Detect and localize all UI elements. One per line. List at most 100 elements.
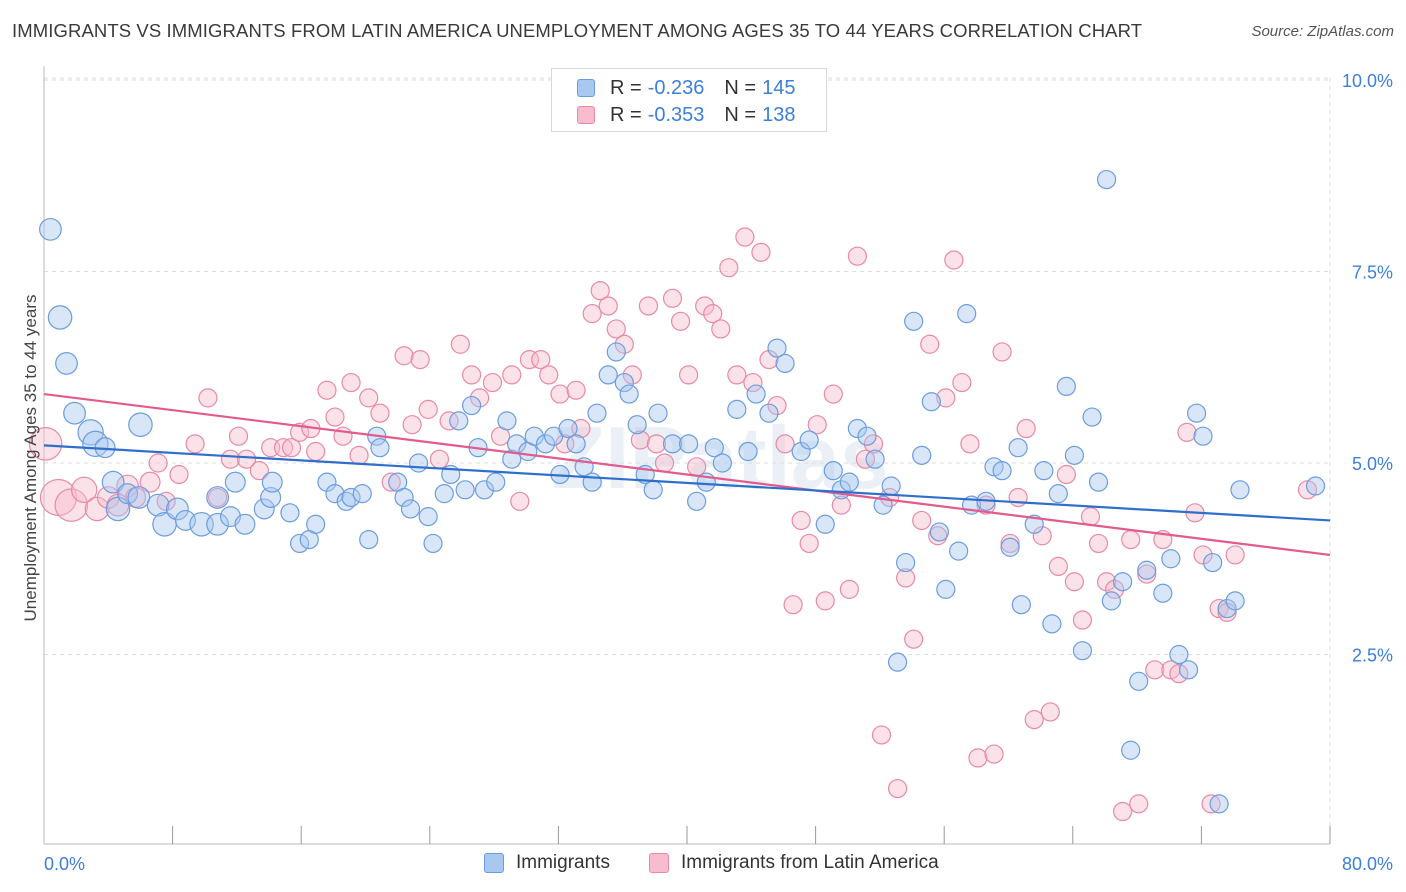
source-credit: Source: ZipAtlas.com: [1251, 23, 1394, 40]
point-immigrants: [1153, 583, 1173, 603]
legend-item-latin-america[interactable]: Immigrants from Latin America: [649, 852, 939, 874]
point-latin-america: [952, 372, 972, 393]
trend-line-immigrants: [43, 444, 1331, 522]
point-latin-america: [555, 434, 575, 454]
point-latin-america: [743, 372, 763, 393]
point-latin-america: [703, 304, 723, 324]
point-latin-america: [1080, 507, 1101, 527]
trend-line-latin-america: [43, 392, 1331, 557]
swatch-pink: [577, 106, 595, 124]
point-immigrants: [582, 472, 602, 492]
point-immigrants: [39, 217, 62, 241]
point-immigrants: [1178, 660, 1199, 680]
point-latin-america: [1008, 487, 1028, 508]
point-latin-america: [1113, 801, 1133, 822]
point-latin-america: [646, 434, 667, 454]
point-latin-america: [719, 258, 739, 278]
point-immigrants: [598, 365, 618, 385]
point-immigrants: [47, 305, 73, 330]
point-immigrants: [865, 449, 885, 469]
point-immigrants: [455, 480, 475, 500]
x-tick-label-max: 80.0%: [1342, 854, 1393, 874]
stats-row-latin-america: R = -0.353 N = 138: [552, 101, 795, 129]
point-latin-america: [598, 296, 618, 316]
point-latin-america: [638, 296, 659, 316]
point-latin-america: [662, 288, 683, 308]
point-latin-america: [863, 434, 884, 454]
point-immigrants: [823, 461, 843, 481]
legend-label: Immigrants: [516, 852, 610, 873]
point-immigrants: [957, 304, 977, 324]
point-latin-america: [968, 748, 988, 768]
point-latin-america: [831, 495, 851, 515]
point-latin-america: [1016, 418, 1036, 439]
point-immigrants: [63, 401, 86, 425]
point-latin-america: [1032, 526, 1052, 546]
point-immigrants: [166, 497, 189, 521]
point-latin-america: [727, 365, 747, 385]
point-latin-america: [418, 399, 438, 419]
point-immigrants: [606, 342, 626, 362]
point-immigrants: [449, 411, 469, 431]
point-latin-america: [510, 491, 530, 511]
point-immigrants: [712, 453, 732, 473]
point-immigrants: [289, 533, 310, 554]
point-latin-america: [791, 510, 811, 531]
point-immigrants: [857, 426, 877, 446]
point-immigrants: [587, 403, 607, 423]
legend-item-immigrants[interactable]: Immigrants: [484, 852, 610, 874]
point-latin-america: [912, 510, 932, 531]
r-label: R =: [610, 76, 642, 99]
point-immigrants: [1034, 461, 1054, 481]
point-immigrants: [799, 430, 819, 450]
point-latin-america: [1177, 422, 1197, 442]
point-latin-america: [349, 445, 369, 465]
point-immigrants: [896, 552, 916, 573]
point-immigrants: [1193, 426, 1213, 446]
axes: [43, 66, 1331, 845]
point-latin-america: [679, 365, 699, 385]
point-latin-america: [236, 449, 257, 469]
point-immigrants: [839, 472, 859, 492]
point-latin-america: [450, 334, 470, 354]
point-latin-america: [1040, 702, 1060, 722]
point-immigrants: [992, 461, 1012, 481]
point-immigrants: [558, 418, 578, 439]
point-immigrants: [775, 353, 795, 374]
y-tick-label: 5.0%: [1352, 454, 1393, 474]
point-immigrants: [280, 503, 300, 523]
point-latin-america: [944, 250, 964, 270]
n-label: N =: [724, 103, 757, 126]
point-latin-america: [566, 380, 586, 400]
point-latin-america: [807, 415, 827, 435]
point-latin-america: [839, 579, 859, 599]
point-immigrants: [791, 441, 811, 462]
point-immigrants: [887, 652, 908, 672]
point-immigrants: [746, 384, 766, 404]
point-immigrants: [619, 384, 639, 404]
point-immigrants: [317, 472, 337, 492]
point-latin-america: [815, 591, 835, 611]
point-latin-america: [855, 449, 876, 469]
point-latin-america: [606, 319, 626, 339]
point-immigrants: [881, 476, 901, 496]
point-latin-america: [1088, 533, 1109, 554]
point-immigrants: [1008, 438, 1028, 458]
point-immigrants: [936, 579, 956, 599]
point-latin-america: [936, 388, 956, 408]
point-latin-america: [539, 365, 559, 385]
point-immigrants: [679, 434, 699, 454]
point-latin-america: [767, 395, 787, 416]
point-latin-america: [735, 227, 755, 247]
point-immigrants: [101, 470, 125, 494]
point-latin-america: [249, 461, 270, 481]
point-latin-america: [582, 304, 602, 324]
point-latin-america: [306, 441, 326, 462]
point-immigrants: [1169, 644, 1189, 665]
point-immigrants: [687, 491, 707, 511]
point-immigrants: [260, 486, 282, 508]
point-immigrants: [929, 522, 949, 542]
point-immigrants: [648, 403, 668, 423]
point-immigrants: [643, 480, 663, 500]
legend-label: Immigrants from Latin America: [681, 852, 939, 873]
